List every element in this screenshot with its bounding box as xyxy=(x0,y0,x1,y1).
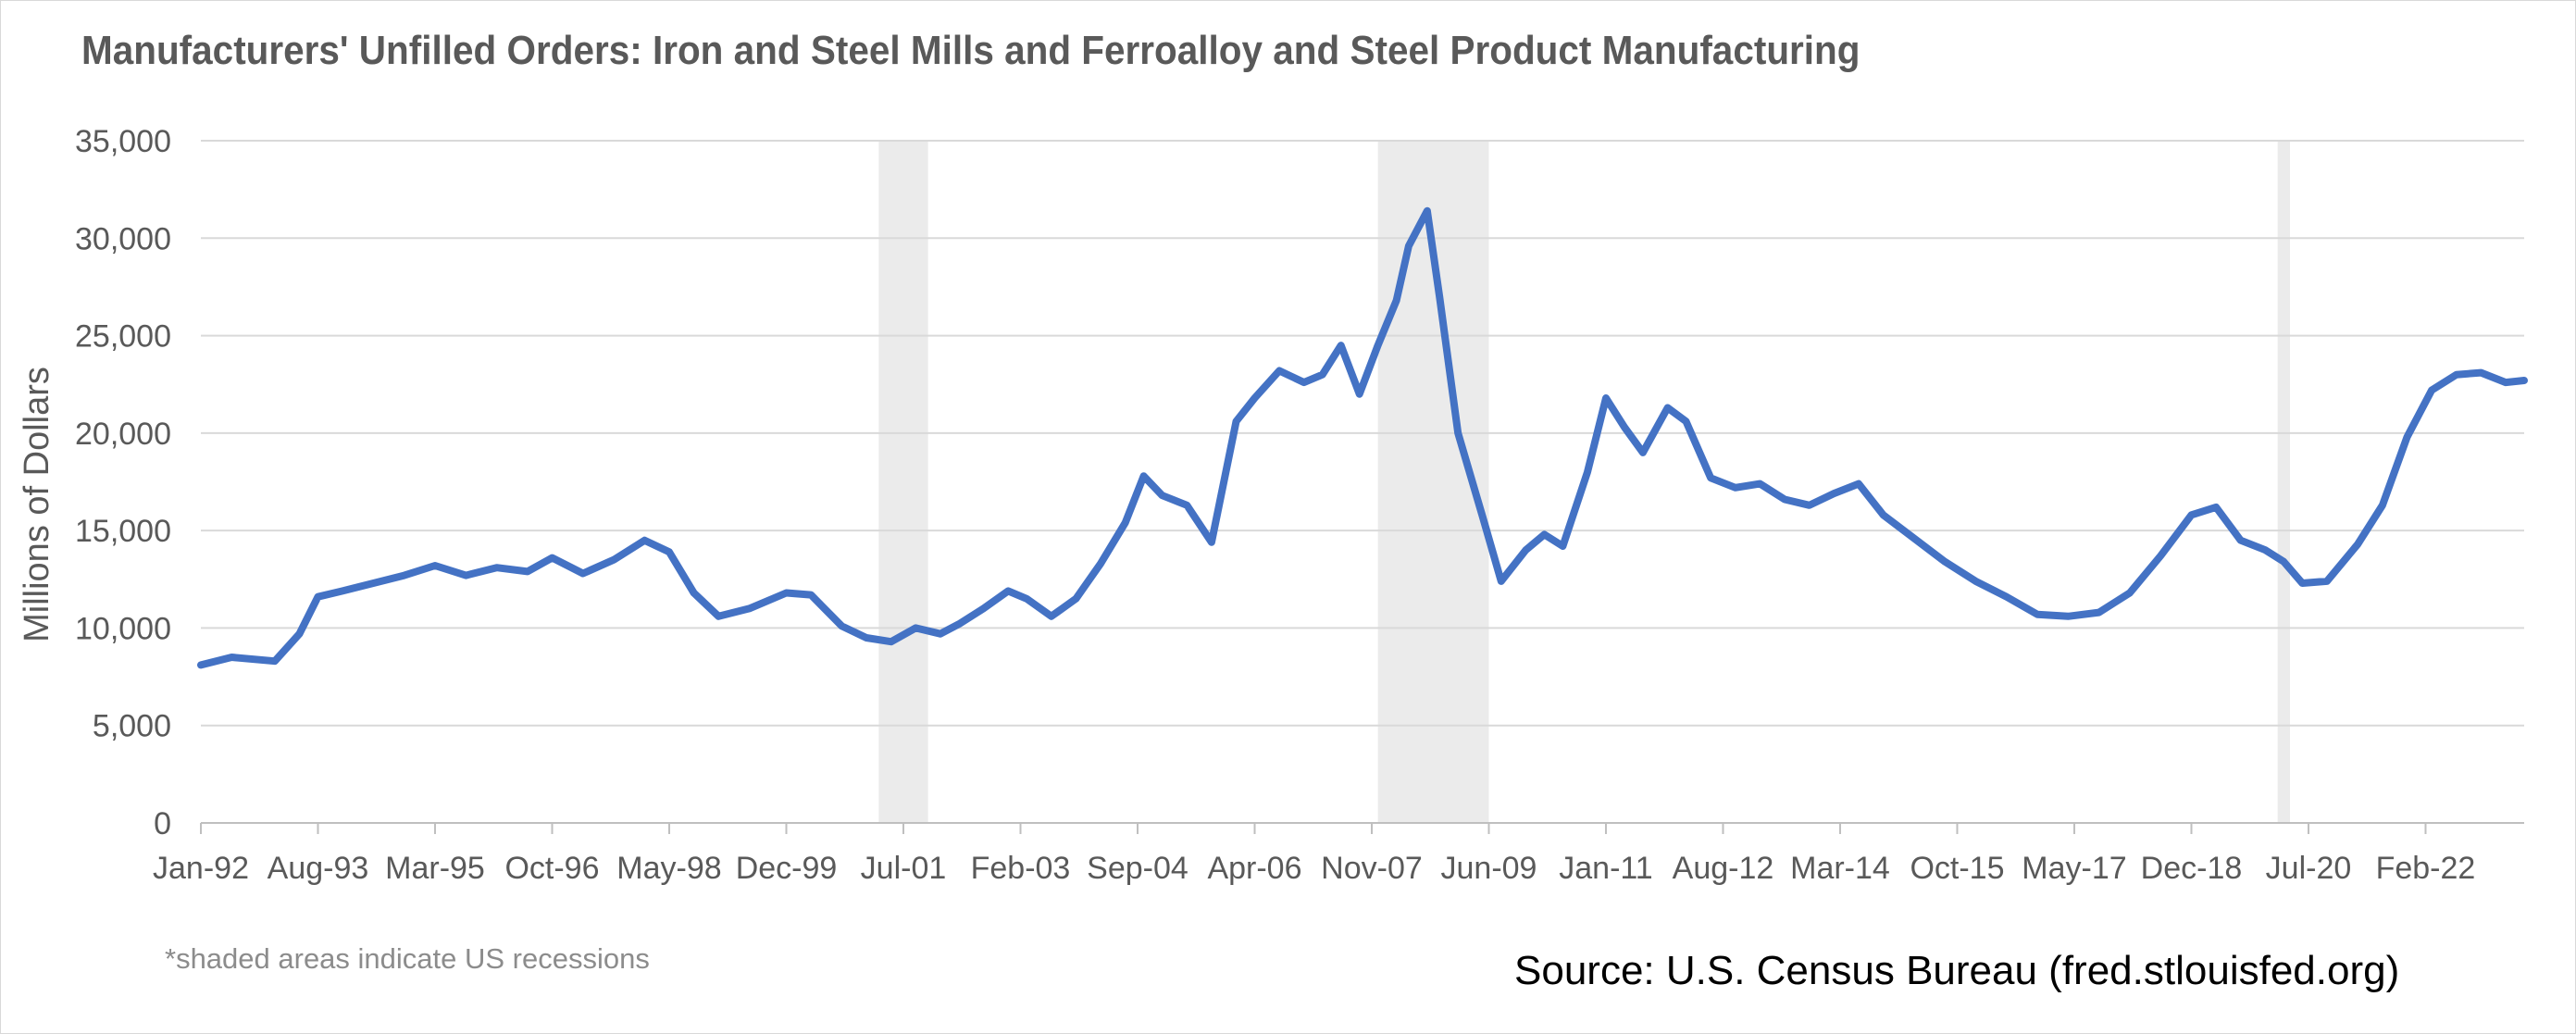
x-tick-label-mar-14: Mar-14 xyxy=(1790,851,1890,886)
y-tick-label-25000: 25,000 xyxy=(75,319,171,355)
y-tick-label-20000: 20,000 xyxy=(75,417,171,452)
x-tick-label-nov-07: Nov-07 xyxy=(1321,851,1423,886)
y-tick-label-10000: 10,000 xyxy=(75,611,171,646)
x-tick-label-aug-93: Aug-93 xyxy=(268,851,369,886)
x-tick-label-jan-92: Jan-92 xyxy=(153,851,249,886)
x-tick-label-dec-99: Dec-99 xyxy=(736,851,838,886)
x-tick-label-jul-01: Jul-01 xyxy=(861,851,947,886)
x-axis xyxy=(200,822,2524,834)
x-tick-label-apr-06: Apr-06 xyxy=(1207,851,1301,886)
chart-title: Manufacturers' Unfilled Orders: Iron and… xyxy=(81,28,1860,73)
y-axis: 0 5,000 10,000 15,000 20,000 25,000 30,000 35,0… xyxy=(75,124,171,841)
x-tick-labels: Jan-92 Aug-93 Mar-95 Oct-96 May-98 Dec-99 Jul-… xyxy=(153,851,2475,886)
x-tick-label-sep-04: Sep-04 xyxy=(1087,851,1188,886)
x-tick-label-jun-09: Jun-09 xyxy=(1441,851,1537,886)
y-axis-title: Millions of Dollars xyxy=(18,367,56,642)
y-tick-label-5000: 5,000 xyxy=(93,709,171,744)
x-tick-label-jul-20: Jul-20 xyxy=(2266,851,2352,886)
y-tick-label-35000: 35,000 xyxy=(75,124,171,159)
x-tick-label-mar-95: Mar-95 xyxy=(385,851,485,886)
x-tick-label-jan-11: Jan-11 xyxy=(1559,851,1652,886)
series-line-1 xyxy=(197,206,2528,669)
x-tick-label-may-17: May-17 xyxy=(2022,851,2126,886)
x-tick-label-may-98: May-98 xyxy=(616,851,721,886)
footnote-recessions: *shaded areas indicate US recessions xyxy=(165,942,650,975)
y-tick-label-30000: 30,000 xyxy=(75,221,171,256)
x-tick-label-feb-03: Feb-03 xyxy=(971,851,1071,886)
y-tick-label-0: 0 xyxy=(154,806,171,841)
gridlines xyxy=(201,140,2524,727)
series-line-group xyxy=(197,206,2528,669)
x-tick-label-feb-22: Feb-22 xyxy=(2376,851,2476,886)
recession-band-1 xyxy=(878,141,928,823)
x-tick-label-oct-15: Oct-15 xyxy=(1910,851,2004,886)
x-tick-label-dec-18: Dec-18 xyxy=(2141,851,2243,886)
recession-band-3 xyxy=(2277,141,2291,823)
x-tick-label-aug-12: Aug-12 xyxy=(1673,851,1774,886)
x-tick-label-oct-96: Oct-96 xyxy=(504,851,599,886)
source-note: Source: U.S. Census Bureau (fred.stlouis… xyxy=(1514,948,2400,993)
y-tick-label-15000: 15,000 xyxy=(75,514,171,549)
